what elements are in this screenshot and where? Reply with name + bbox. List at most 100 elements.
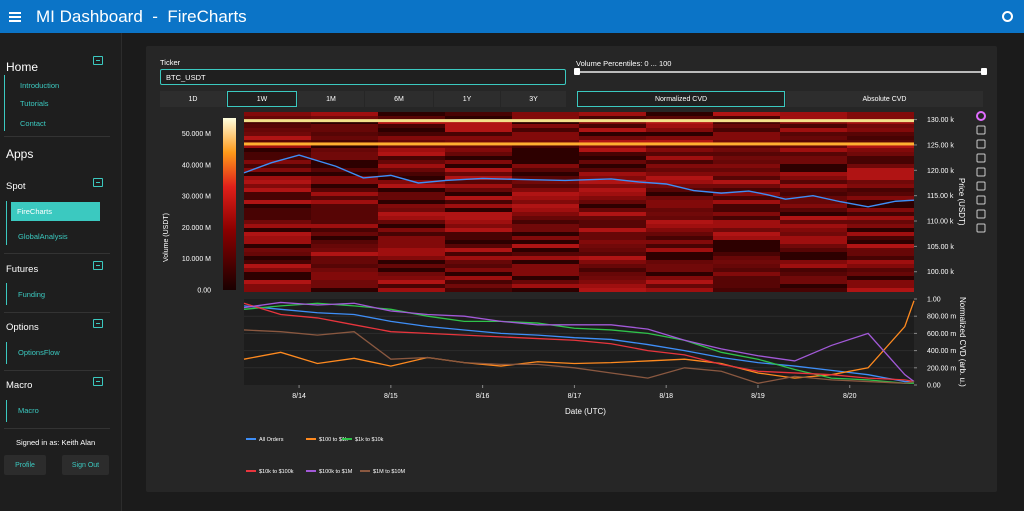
heatmap-cell: [378, 212, 445, 216]
cvd-series-line: [243, 305, 914, 383]
heatmap-cell: [713, 276, 780, 280]
heatmap-cell: [847, 208, 914, 212]
heatmap-cell: [244, 200, 311, 204]
heatmap-cell: [780, 152, 847, 156]
heatmap-cell: [378, 168, 445, 172]
legend-label[interactable]: $10k to $100k: [259, 469, 294, 475]
volume-slider-max-handle[interactable]: [981, 68, 987, 75]
legend-label[interactable]: $1k to $10k: [355, 437, 384, 443]
price-tick-label: 105.00 k: [927, 244, 954, 251]
heatmap-cell: [244, 252, 311, 256]
heatmap-cell: [311, 284, 378, 288]
sidebar-item-globalanalysis[interactable]: GlobalAnalysis: [18, 232, 68, 241]
volume-slider-track[interactable]: [576, 71, 985, 73]
legend-label[interactable]: $1M to $10M: [373, 469, 406, 475]
heatmap-cell: [244, 280, 311, 284]
price-tick-label: 110.00 k: [927, 219, 954, 226]
heatmap-cell: [646, 276, 713, 280]
legend-label[interactable]: All Orders: [259, 437, 284, 443]
sidebar-item-introduction[interactable]: Introduction: [20, 81, 60, 90]
normalized-cvd-button[interactable]: Normalized CVD: [577, 91, 785, 107]
heatmap-cell: [244, 272, 311, 276]
macro-collapse-button[interactable]: [93, 377, 103, 386]
zoom-in-icon[interactable]: [976, 153, 986, 163]
ticker-input[interactable]: [160, 69, 566, 85]
profile-button[interactable]: Profile: [4, 455, 46, 475]
heatmap-cell: [847, 212, 914, 216]
date-tick-label: 8/15: [384, 393, 398, 400]
heatmap-cell: [847, 124, 914, 128]
heatmap-cell: [579, 284, 646, 288]
top-bar: MI Dashboard - FireCharts: [0, 0, 1024, 33]
heatmap-cell: [847, 248, 914, 252]
autoscale-icon[interactable]: [976, 181, 986, 191]
heatmap-cell: [847, 188, 914, 192]
range-button-6m[interactable]: 6M: [365, 91, 433, 107]
heatmap-cell: [646, 144, 713, 148]
sidebar-item-optionsflow[interactable]: OptionsFlow: [18, 348, 60, 357]
heatmap-cell: [847, 184, 914, 188]
heatmap-cell: [244, 264, 311, 268]
volume-slider-min-handle[interactable]: [574, 68, 580, 75]
heatmap-cell: [311, 216, 378, 220]
heatmap-cell: [579, 240, 646, 244]
range-button-1w[interactable]: 1W: [227, 91, 297, 107]
sidebar-item-firecharts[interactable]: FireCharts: [11, 202, 100, 221]
heatmap-cell: [780, 264, 847, 268]
spot-collapse-button[interactable]: [93, 178, 103, 187]
options-collapse-button[interactable]: [93, 319, 103, 328]
range-button-1y[interactable]: 1Y: [434, 91, 500, 107]
zoom-out-icon[interactable]: [976, 167, 986, 177]
heatmap-cell: [512, 148, 579, 152]
zoom-icon[interactable]: [976, 139, 986, 149]
heatmap-cell: [579, 156, 646, 160]
heatmap-cell: [646, 208, 713, 212]
circle-user-icon[interactable]: [1002, 11, 1013, 22]
heatmap-cell: [780, 136, 847, 140]
range-button-1d[interactable]: 1D: [160, 91, 226, 107]
sidebar-item-funding[interactable]: Funding: [18, 290, 46, 299]
range-button-1m[interactable]: 1M: [298, 91, 364, 107]
download-icon[interactable]: [976, 209, 986, 219]
heatmap-cell: [579, 232, 646, 236]
heatmap-cell: [244, 140, 311, 144]
heatmap-cell: [847, 272, 914, 276]
heatmap-cell: [378, 140, 445, 144]
heatmap-cell: [780, 200, 847, 204]
home-collapse-button[interactable]: [93, 56, 103, 65]
futures-collapse-button[interactable]: [93, 261, 103, 270]
legend-label[interactable]: $100 to $1k: [319, 437, 348, 443]
heatmap-cell: [780, 260, 847, 264]
heatmap-cell: [646, 172, 713, 176]
heatmap-cell: [445, 208, 512, 212]
sidebar-item-macro[interactable]: Macro: [18, 406, 39, 415]
heatmap-cell: [244, 180, 311, 184]
plotly-logo-icon[interactable]: [976, 111, 986, 121]
heatmap-cell: [378, 264, 445, 268]
heatmap-cell: [311, 152, 378, 156]
reset-axes-icon[interactable]: [976, 195, 986, 205]
heatmap-cell: [646, 240, 713, 244]
heatmap-cell: [579, 260, 646, 264]
heatmap-cell: [445, 168, 512, 172]
legend-label[interactable]: $100k to $1M: [319, 469, 353, 475]
heatmap-cell: [646, 140, 713, 144]
date-tick-label: 8/20: [843, 393, 857, 400]
absolute-cvd-button[interactable]: Absolute CVD: [786, 91, 983, 107]
pan-icon[interactable]: [976, 125, 986, 135]
heatmap-cell: [512, 260, 579, 264]
hamburger-icon[interactable]: [9, 11, 21, 22]
cvd-axis: 1.00 800.00 m 600.00 m 400.00 m 200.00 m 0.00: [914, 297, 956, 390]
sign-out-button[interactable]: Sign Out: [62, 455, 109, 475]
heatmap-cell: [244, 192, 311, 196]
cvd-tick-label: 600.00 m: [927, 331, 956, 338]
sidebar-item-contact[interactable]: Contact: [20, 119, 46, 128]
range-button-3y[interactable]: 3Y: [501, 91, 566, 107]
heatmap-cell: [512, 232, 579, 236]
sidebar-item-tutorials[interactable]: Tutorials: [20, 99, 49, 108]
heatmap-cell: [713, 172, 780, 176]
heatmap-cell: [780, 244, 847, 248]
heatmap-cell: [244, 216, 311, 220]
camera-icon[interactable]: [976, 223, 986, 233]
heatmap-cell: [646, 212, 713, 216]
